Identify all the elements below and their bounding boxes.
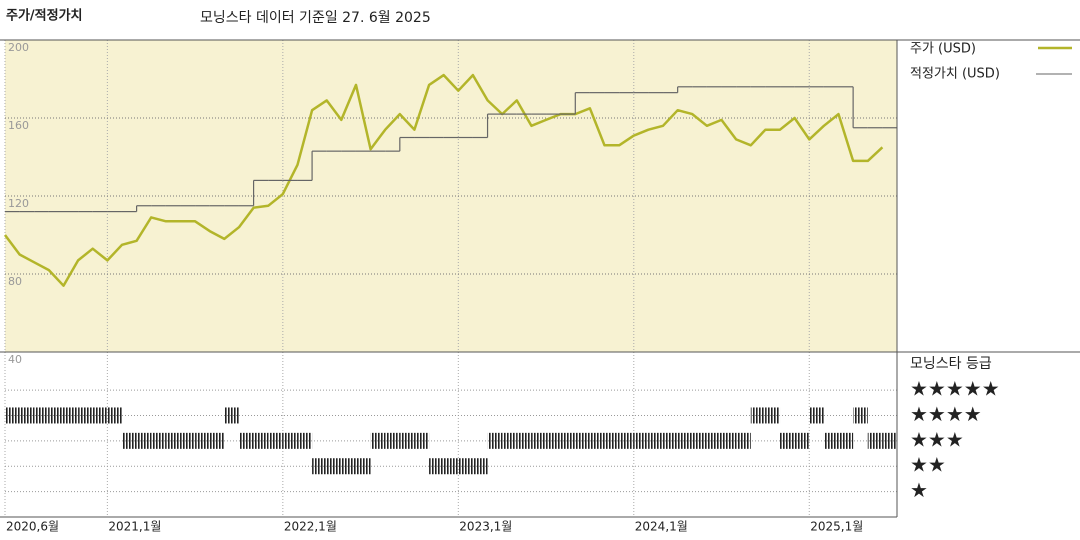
rating-bar — [809, 407, 824, 424]
rating-bar — [706, 432, 722, 449]
rating-bar — [399, 432, 415, 449]
legend-label: 주가 (USD) — [910, 42, 976, 57]
chart-title: 주가/적정가치 — [6, 8, 83, 24]
y-tick-label: 80 — [8, 275, 22, 288]
rating-bar — [78, 407, 93, 424]
rating-bar — [721, 432, 737, 449]
x-tick-label: 2024,1월 — [635, 520, 688, 534]
rating-bar — [312, 458, 327, 475]
rating-bar — [780, 432, 795, 449]
y-tick-label: 200 — [8, 41, 29, 54]
rating-bar — [48, 407, 64, 424]
rating-bar — [19, 407, 35, 424]
rating-bar — [458, 458, 473, 475]
rating-bar — [107, 407, 122, 424]
rating-label: ★★ — [910, 453, 946, 477]
price-panel — [5, 40, 897, 352]
rating-bar — [268, 432, 283, 449]
rating-bar — [823, 432, 839, 449]
rating-bar — [867, 432, 883, 449]
rating-bar — [414, 432, 430, 449]
rating-label: ★★★ — [910, 427, 964, 451]
rating-bar — [63, 407, 79, 424]
rating-bar — [136, 432, 152, 449]
rating-bar — [736, 432, 751, 449]
rating-bar — [385, 432, 400, 449]
rating-bar — [648, 432, 664, 449]
plot: 2020,6월 2021,1월 2022,1월 2023,1월 2024,1월 2025,… — [3, 39, 1000, 534]
x-tick-label: 2022,1월 — [284, 520, 337, 534]
rating-bar — [34, 407, 49, 424]
rating-bar — [838, 432, 854, 449]
rating-bar — [429, 458, 444, 475]
rating-bar — [297, 432, 313, 449]
rating-bar — [238, 432, 254, 449]
rating-bar — [195, 432, 210, 449]
rating-bar — [92, 407, 108, 424]
price-line — [3, 73, 884, 287]
rating-bar — [619, 432, 634, 449]
rating-bar — [209, 432, 225, 449]
rating-bar — [253, 432, 269, 449]
rating-bar — [355, 458, 371, 475]
rating-bar — [121, 432, 137, 449]
x-tick-label: 2021,1월 — [108, 520, 161, 534]
rating-bar — [677, 432, 693, 449]
y-tick-label: 120 — [8, 197, 29, 210]
rating-bar — [765, 407, 781, 424]
rating-bar — [531, 432, 547, 449]
rating-bar — [224, 407, 239, 424]
x-tick-label: 2023,1월 — [459, 520, 512, 534]
rating-label: ★★★★ — [910, 402, 982, 426]
rating-bar — [282, 432, 298, 449]
rating-bar — [487, 432, 503, 449]
rating-bar — [604, 432, 620, 449]
rating-bar — [882, 432, 897, 449]
rating-bar — [794, 432, 810, 449]
x-tick-label: 2025,1월 — [810, 520, 863, 534]
rating-bar — [516, 432, 532, 449]
rating-title: 모닝스타 등급 — [910, 356, 992, 372]
rating-bar — [502, 432, 517, 449]
rating-bar — [341, 458, 356, 475]
rating-bar — [663, 432, 678, 449]
rating-bar — [472, 458, 488, 475]
rating-bar — [560, 432, 576, 449]
legend-label: 적정가치 (USD) — [910, 67, 1000, 82]
rating-bar — [633, 432, 649, 449]
rating-bar — [180, 432, 196, 449]
rating-bar — [589, 432, 605, 449]
x-tick-label: 2020,6월 — [6, 520, 59, 534]
rating-bar — [326, 458, 342, 475]
chart-subtitle: 모닝스타 데이터 기준일 27. 6월 2025 — [200, 10, 431, 26]
rating-bar — [750, 407, 766, 424]
rating-bar — [5, 407, 20, 424]
y-tick-label: 160 — [8, 119, 29, 132]
rating-bar — [853, 407, 868, 424]
rating-bar — [546, 432, 561, 449]
rating-label: ★ — [910, 478, 928, 502]
rating-bar — [692, 432, 707, 449]
rating-bar — [165, 432, 181, 449]
rating-label: ★★★★★ — [910, 377, 1000, 401]
rating-bar — [443, 458, 459, 475]
rating-bar — [151, 432, 166, 449]
y-tick-label: 40 — [8, 353, 22, 366]
rating-bar — [575, 432, 590, 449]
rating-bar — [370, 432, 386, 449]
